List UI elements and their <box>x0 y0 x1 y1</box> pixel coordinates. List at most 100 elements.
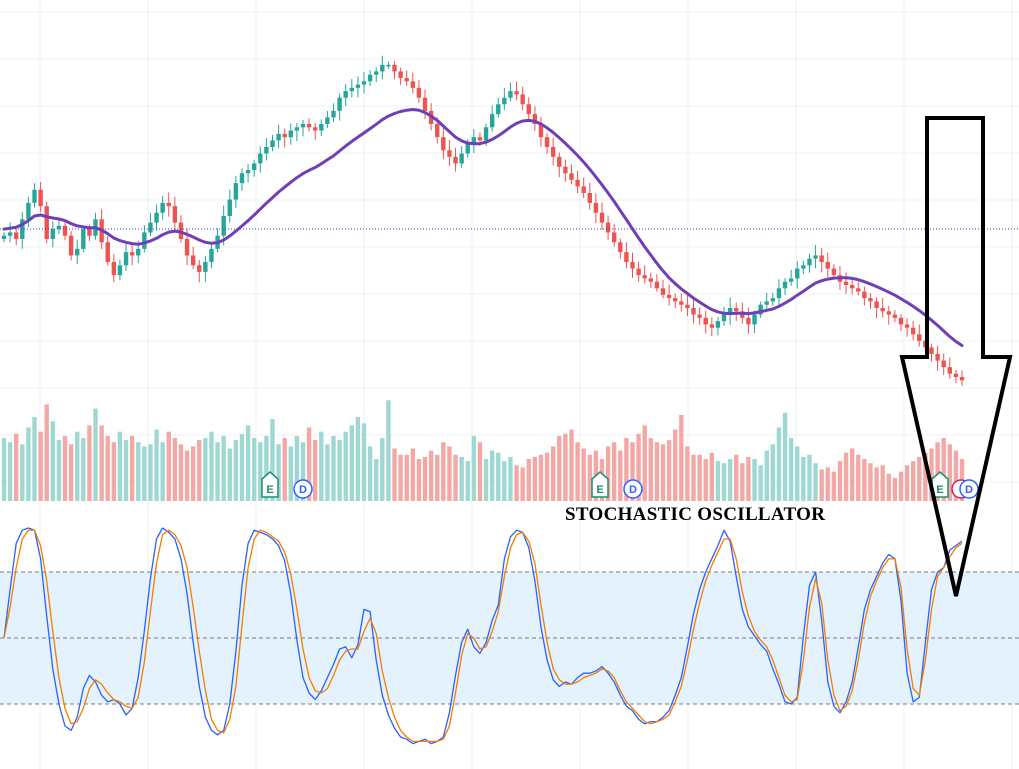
volume-bar <box>276 444 281 501</box>
candle-body <box>898 317 904 325</box>
candle-body <box>75 248 80 256</box>
volume-bar <box>727 459 733 501</box>
volume-bar <box>624 438 629 501</box>
candle-body <box>374 71 379 75</box>
volume-bar <box>947 444 952 501</box>
volume-bar <box>160 442 165 501</box>
volume-bar <box>435 454 440 501</box>
volume-bar <box>752 459 757 501</box>
stochastic-oscillator-title: STOCHASTIC OSCILLATOR <box>565 504 825 525</box>
candle-body <box>569 173 574 180</box>
volume-bar <box>508 456 513 501</box>
candle-body <box>532 114 538 124</box>
volume-bar <box>172 438 178 501</box>
candle-body <box>880 308 885 312</box>
candle-body <box>1 235 7 239</box>
candle-body <box>538 124 544 138</box>
volume-bar <box>75 431 80 501</box>
candle-body <box>947 367 952 374</box>
stochastic-d-line <box>3 529 963 743</box>
candle-body <box>654 281 660 289</box>
volume-bar <box>117 431 123 501</box>
candle-body <box>380 64 385 72</box>
candle-body <box>526 104 531 115</box>
candle-body <box>685 304 690 308</box>
volume-bar <box>62 435 68 501</box>
volume-bar <box>105 435 110 501</box>
volume-bar <box>849 448 855 501</box>
earnings-badge: E <box>261 471 279 498</box>
volume-bar <box>288 446 293 501</box>
candle-body <box>770 298 776 302</box>
candle-body <box>489 114 495 128</box>
volume-bar <box>392 448 397 501</box>
candle-body <box>209 248 214 262</box>
candle-body <box>56 225 62 230</box>
volume-bar <box>361 423 367 501</box>
volume-bar <box>178 444 184 501</box>
candle-body <box>20 219 25 239</box>
volume-bar <box>14 433 19 501</box>
volume-bar <box>892 477 898 501</box>
candle-body <box>288 130 293 138</box>
candle-body <box>325 117 330 124</box>
candle-body <box>520 94 525 105</box>
candle-body <box>715 321 721 328</box>
dividend-badge: D <box>293 479 313 499</box>
candle-body <box>593 202 599 213</box>
volume-bar <box>50 421 56 501</box>
volume-bar <box>795 446 800 501</box>
candle-body <box>758 304 763 315</box>
candle-body <box>483 127 489 141</box>
candle-body <box>117 265 123 276</box>
candle-body <box>929 347 934 354</box>
candle-body <box>422 97 428 111</box>
volume-bar <box>917 456 922 501</box>
candle-body <box>636 268 641 276</box>
candle-body <box>270 140 275 147</box>
volume-bar <box>666 440 672 501</box>
candle-body <box>660 288 666 295</box>
candle-body <box>62 225 68 236</box>
volume-bar <box>282 438 287 501</box>
candle-body <box>910 327 916 335</box>
volume-bar <box>734 454 739 501</box>
dividend-badge: D <box>959 479 979 499</box>
volume-bar <box>343 431 348 501</box>
candle-body <box>648 278 653 282</box>
candle-body <box>44 206 49 239</box>
dividend-icon <box>293 479 313 499</box>
candle-body <box>563 166 568 174</box>
candle-body <box>673 298 678 302</box>
earnings-badge-label: E <box>266 484 273 496</box>
dividend-badge-label: D <box>629 484 637 496</box>
volume-bar <box>856 454 861 501</box>
volume-bar <box>569 429 574 501</box>
volume-bar <box>447 446 452 501</box>
candle-body <box>136 248 141 256</box>
volume-bar <box>142 446 147 501</box>
candle-body <box>886 311 891 315</box>
volume-bar <box>758 465 763 501</box>
volume-bar <box>929 448 934 501</box>
candle-body <box>734 308 739 312</box>
volume-bar <box>904 465 910 501</box>
volume-bar <box>587 454 592 501</box>
candle-body <box>361 81 367 85</box>
volume-bar <box>575 442 580 501</box>
candle-body <box>544 137 550 147</box>
volume-bar <box>129 435 135 501</box>
candle-body <box>843 281 849 285</box>
candle-body <box>313 127 318 131</box>
candle-body <box>465 143 470 154</box>
candle-body <box>172 206 178 223</box>
volume-bar <box>306 427 312 501</box>
volume-bar <box>611 442 617 501</box>
volume-bar <box>648 438 653 501</box>
candle-body <box>697 314 702 318</box>
candle-body <box>14 232 19 239</box>
candle-body <box>154 212 159 223</box>
candle-body <box>245 170 251 174</box>
candle-body <box>190 255 196 266</box>
